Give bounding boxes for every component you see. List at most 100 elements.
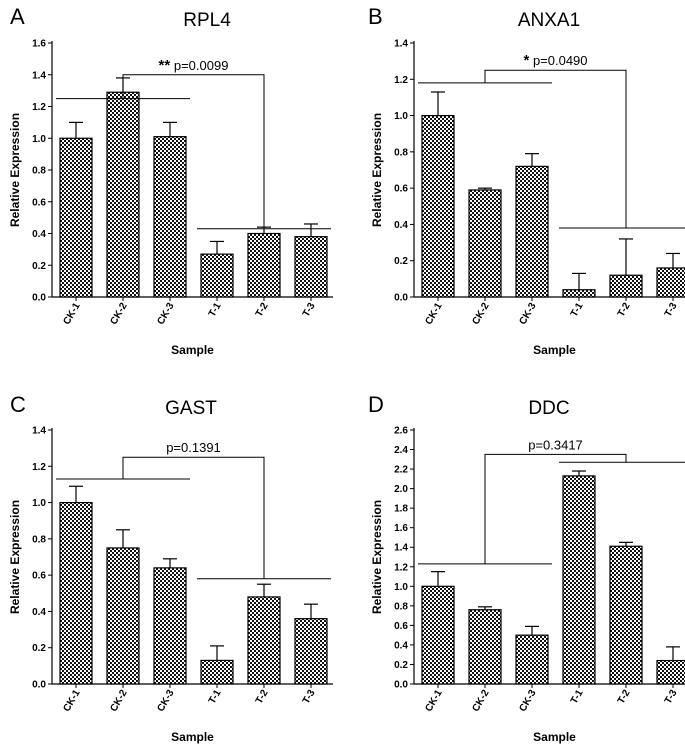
y-tick-label: 1.4 [32,70,46,81]
y-tick-label: 0.6 [32,571,46,582]
y-tick-label: 1.2 [394,562,408,573]
y-tick-label: 0.0 [394,680,408,691]
y-tick-label: 0.4 [394,640,408,651]
y-tick-label: 0.4 [394,220,408,231]
bar-t-1 [200,253,234,298]
y-tick-label: 0.6 [394,621,408,632]
bar-ck-1 [59,137,93,298]
chart-title: RPL4 [183,10,231,31]
significance-bracket: p=0.1391 [56,440,331,580]
x-tick-label: CK-3 [517,688,538,714]
bar-t-3 [656,659,685,685]
x-tick-label: T-1 [569,688,586,706]
y-axis-label: Relative Expression [370,500,384,614]
x-tick-label: CK-2 [470,301,491,327]
bar-ck-1 [59,501,93,685]
x-tick-label: T-1 [207,688,224,706]
p-value-text: p=0.0099 [174,58,229,73]
y-tick-label: 1.4 [394,39,408,50]
y-tick-label: 1.2 [32,102,46,113]
x-tick-label: T-1 [207,301,224,319]
p-value-label: p=0.3417 [528,437,583,452]
x-tick-label: CK-3 [517,301,538,327]
y-tick-label: 1.4 [394,543,408,554]
panel-letter: C [10,392,26,417]
significance-stars: ** [159,57,171,74]
y-tick-label: 0.6 [32,197,46,208]
x-tick-label: T-2 [616,688,633,706]
bar-t-2 [609,274,643,298]
x-axis-label: Sample [171,730,214,744]
y-tick-label: 0.8 [32,534,46,545]
bar-ck-1 [421,585,455,685]
y-tick-label: 0.8 [394,601,408,612]
x-tick-label: CK-1 [61,301,82,327]
x-tick-label: T-3 [301,301,318,319]
p-value-text: p=0.1391 [166,440,221,455]
bar-t-1 [200,659,234,685]
significance-bracket: * p=0.0490 [418,52,685,229]
bracket-line [122,456,265,579]
bar-ck-3 [515,634,549,685]
x-tick-label: CK-1 [423,688,444,714]
y-tick-label: 0.4 [32,607,46,618]
y-tick-label: 0.8 [32,166,46,177]
y-tick-label: 1.0 [32,134,46,145]
x-tick-label: T-2 [616,301,633,319]
bar-ck-3 [153,567,187,685]
y-tick-label: 0.2 [394,660,408,671]
y-tick-label: 0.0 [32,680,46,691]
bracket-line [484,453,627,564]
bar-ck-3 [515,165,549,298]
y-tick-label: 0.8 [394,147,408,158]
significance-bracket: p=0.3417 [418,437,685,565]
significance-bracket: ** p=0.0099 [56,57,331,230]
y-tick-label: 0.0 [32,293,46,304]
chart-title: DDC [528,398,569,419]
bar-t-1 [562,475,596,685]
x-tick-label: CK-2 [108,688,129,714]
x-tick-label: T-1 [569,301,586,319]
bar-t-1 [562,289,596,298]
panel-letter: B [368,4,383,29]
x-axis-label: Sample [533,343,576,357]
p-value-label: p=0.1391 [166,440,221,455]
x-tick-label: T-2 [254,688,271,706]
p-value-text: p=0.3417 [528,437,583,452]
x-tick-label: CK-3 [155,688,176,714]
p-value-label: * p=0.0490 [523,52,587,69]
bar-t-3 [656,267,685,298]
chart-panel-b: B ANXA1 0.0 0.2 0.4 0.6 0.8 1.0 1.2 1.4 CK-1 CK-2 CK… [368,4,685,357]
bar-t-2 [609,545,643,685]
panel-letter: A [10,4,25,29]
p-value-text: p=0.0490 [533,53,588,68]
bar-ck-2 [468,189,502,298]
p-value-label: ** p=0.0099 [159,57,229,74]
bar-ck-2 [106,91,140,298]
x-axis-label: Sample [171,343,214,357]
bar-t-3 [294,618,328,685]
x-tick-label: CK-1 [61,688,82,714]
y-tick-label: 0.2 [32,261,46,272]
y-tick-label: 0.0 [394,293,408,304]
y-tick-label: 2.0 [394,484,408,495]
x-tick-label: CK-2 [470,688,491,714]
x-tick-label: T-3 [663,688,680,706]
y-tick-label: 1.4 [32,426,46,437]
y-tick-label: 1.2 [32,462,46,473]
y-tick-label: 1.0 [394,582,408,593]
bar-ck-2 [468,609,502,685]
bar-ck-1 [421,114,455,298]
chart-panel-a: A RPL4 0.0 0.2 0.4 0.6 0.8 1.0 1.2 1.4 1.6 CK-1 CK-2… [8,4,333,357]
x-tick-label: CK-3 [155,301,176,327]
panel-letter: D [368,392,384,417]
bar-t-3 [294,236,328,298]
y-tick-label: 0.2 [32,643,46,654]
bracket-line [122,74,265,229]
chart-panel-d: D DDC 0.0 0.2 0.4 0.6 0.8 1.0 1.2 1.4 1.6 1.8 2.0 2.2… [368,392,685,744]
y-tick-label: 1.6 [394,523,408,534]
y-tick-label: 1.2 [394,75,408,86]
bar-t-2 [247,232,281,298]
y-tick-label: 2.2 [394,465,408,476]
